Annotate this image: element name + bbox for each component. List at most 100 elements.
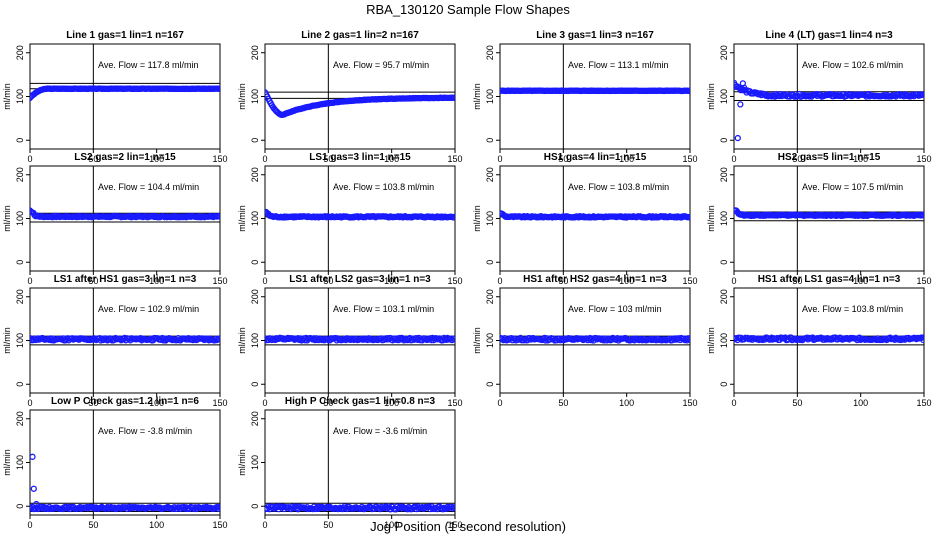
y-tick-label: 0 xyxy=(250,138,260,143)
y-tick-label: 200 xyxy=(485,167,495,182)
y-tick-label: 0 xyxy=(719,138,729,143)
average-flow-annotation: Ave. Flow = 102.9 ml/min xyxy=(98,304,199,314)
x-tick-label: 150 xyxy=(447,520,462,530)
x-tick-label: 150 xyxy=(916,276,931,286)
y-tick-label: 0 xyxy=(15,138,25,143)
x-tick-label: 100 xyxy=(384,520,399,530)
y-tick-label: 200 xyxy=(15,167,25,182)
data-point xyxy=(734,207,738,214)
panel-title: LS1 after LS2 gas=3 lin=1 n=3 xyxy=(289,274,431,285)
y-tick-label: 0 xyxy=(250,260,260,265)
panel-title: Line 1 gas=1 lin=1 n=167 xyxy=(66,30,184,41)
y-tick-label: 0 xyxy=(719,382,729,387)
data-point xyxy=(216,213,220,220)
data-point xyxy=(216,85,220,92)
panel-title: LS1 gas=3 lin=1 n=15 xyxy=(309,152,411,163)
data-point xyxy=(451,335,455,343)
x-tick-label: 100 xyxy=(853,154,868,164)
plot-area xyxy=(734,44,924,149)
x-tick-label: 0 xyxy=(731,276,736,286)
panel-title: HS1 after HS2 gas=4 lin=1 n=3 xyxy=(523,274,667,285)
panel-title: LS1 after HS1 gas=3 lin=1 n=3 xyxy=(54,274,197,285)
plot-area xyxy=(500,166,690,271)
y-tick-label: 100 xyxy=(485,333,495,348)
x-tick-label: 0 xyxy=(731,398,736,408)
y-tick-label: 100 xyxy=(250,211,260,226)
x-tick-label: 150 xyxy=(447,154,462,164)
average-flow-annotation: Ave. Flow = 103.8 ml/min xyxy=(333,182,434,192)
x-tick-label: 50 xyxy=(792,154,802,164)
plot-area xyxy=(30,288,220,393)
panel: Line 3 gas=1 lin=3 n=167 ml/min 0 50 100 150 0… xyxy=(472,30,698,164)
panel-title: HS1 gas=4 lin=1 n=15 xyxy=(544,152,647,163)
data-point xyxy=(684,335,690,342)
x-tick-label: 100 xyxy=(619,154,634,164)
data-series xyxy=(265,334,455,344)
panel-title: Line 3 gas=1 lin=3 n=167 xyxy=(536,30,654,41)
y-tick-label: 100 xyxy=(719,333,729,348)
y-tick-label: 100 xyxy=(250,455,260,470)
panel-title: High P Check gas=1 lin=0.8 n=3 xyxy=(285,396,436,407)
panel: LS2 gas=2 lin=1 n=15 ml/min 0 50 100 150 0 100 2… xyxy=(2,152,228,286)
x-tick-label: 150 xyxy=(682,154,697,164)
x-tick-label: 0 xyxy=(262,276,267,286)
x-tick-label: 150 xyxy=(682,398,697,408)
average-flow-annotation: Ave. Flow = 103.8 ml/min xyxy=(802,304,903,314)
plot-area xyxy=(30,410,220,515)
x-tick-label: 150 xyxy=(212,520,227,530)
data-series xyxy=(30,453,220,513)
y-tick-label: 100 xyxy=(250,333,260,348)
x-tick-label: 100 xyxy=(149,154,164,164)
outlier-point xyxy=(737,101,744,108)
average-flow-annotation: Ave. Flow = 103.8 ml/min xyxy=(568,182,669,192)
average-flow-annotation: Ave. Flow = 102.6 ml/min xyxy=(802,60,903,70)
data-point xyxy=(451,94,455,101)
y-axis-label: ml/min xyxy=(2,83,12,110)
data-series xyxy=(734,334,924,344)
data-series xyxy=(265,89,455,119)
plot-area xyxy=(265,166,455,271)
x-tick-label: 150 xyxy=(447,276,462,286)
panel: HS2 gas=5 lin=1 n=15 ml/min 0 50 100 150 0 100 2… xyxy=(706,152,932,286)
y-tick-label: 0 xyxy=(15,504,25,509)
x-tick-label: 0 xyxy=(731,154,736,164)
x-tick-label: 100 xyxy=(384,398,399,408)
y-tick-label: 0 xyxy=(719,260,729,265)
data-point xyxy=(918,334,924,341)
data-series xyxy=(500,87,690,95)
plot-area xyxy=(500,44,690,149)
x-tick-label: 100 xyxy=(149,520,164,530)
x-tick-label: 150 xyxy=(447,398,462,408)
y-tick-label: 0 xyxy=(15,382,25,387)
x-tick-label: 0 xyxy=(497,154,502,164)
data-series xyxy=(30,334,220,344)
data-point xyxy=(686,87,690,95)
panel-title: Low P Check gas=1.2 lin=1 n=6 xyxy=(51,396,199,407)
data-point xyxy=(216,335,220,342)
x-tick-label: 100 xyxy=(384,154,399,164)
panel: Line 1 gas=1 lin=1 n=167 ml/min 0 50 100 150 0… xyxy=(2,30,228,164)
x-tick-label: 0 xyxy=(262,154,267,164)
panel-title: HS2 gas=5 lin=1 n=15 xyxy=(778,152,881,163)
data-point xyxy=(216,503,220,511)
y-axis-label: ml/min xyxy=(2,449,12,476)
y-tick-label: 0 xyxy=(15,260,25,265)
y-axis-label: ml/min xyxy=(706,205,716,232)
data-series xyxy=(734,207,924,220)
y-tick-label: 200 xyxy=(485,289,495,304)
outlier-point xyxy=(30,453,36,460)
y-tick-label: 200 xyxy=(250,45,260,60)
x-tick-label: 50 xyxy=(88,398,98,408)
x-tick-label: 100 xyxy=(149,276,164,286)
y-tick-label: 200 xyxy=(15,289,25,304)
y-tick-label: 200 xyxy=(250,167,260,182)
y-axis-label: ml/min xyxy=(237,205,247,232)
plot-area xyxy=(734,166,924,271)
plot-area xyxy=(500,288,690,393)
figure-title: RBA_130120 Sample Flow Shapes xyxy=(366,2,570,17)
y-tick-label: 0 xyxy=(485,382,495,387)
data-series xyxy=(500,210,690,221)
plot-area xyxy=(30,44,220,149)
y-axis-label: ml/min xyxy=(706,327,716,354)
